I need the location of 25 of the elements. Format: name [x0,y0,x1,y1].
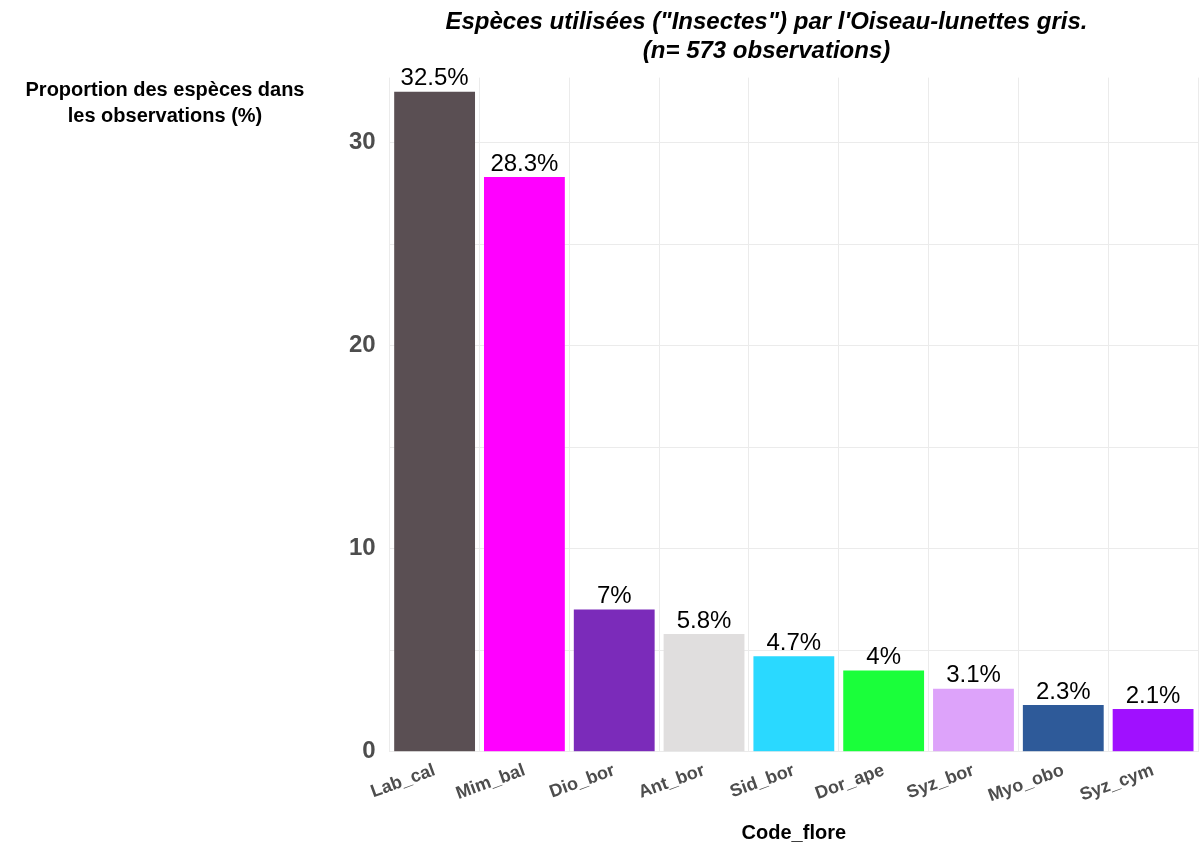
bar [1112,709,1194,752]
data-label: 5.8% [676,605,732,633]
data-label: 4% [866,642,901,670]
bar [573,609,655,752]
data-label: 7% [596,581,632,609]
y-tick-label: 10 [348,533,376,561]
data-label: 28.3% [490,148,559,176]
bar [1022,704,1104,752]
data-label: 4.7% [766,627,822,655]
bar [394,91,476,752]
data-label: 2.3% [1035,676,1091,704]
y-axis-title: Proportion des espèces dans les observations (%) [25,77,305,126]
x-axis-title: Code_flore [741,820,847,843]
data-label: 32.5% [400,63,469,91]
chart-title: Espèces utilisées ("Insectes") par l'Oiseau-lunettes gris. (n= 573 observations) [445,7,1088,63]
y-tick-label: 0 [362,736,376,764]
y-tick-label: 20 [348,330,376,358]
bar [663,633,745,752]
data-label: 3.1% [946,660,1001,688]
bar [933,688,1014,752]
bar [843,670,925,752]
bar [753,656,835,752]
data-label: 2.1% [1125,680,1181,708]
y-tick-label: 30 [348,127,376,155]
bar [484,177,565,752]
